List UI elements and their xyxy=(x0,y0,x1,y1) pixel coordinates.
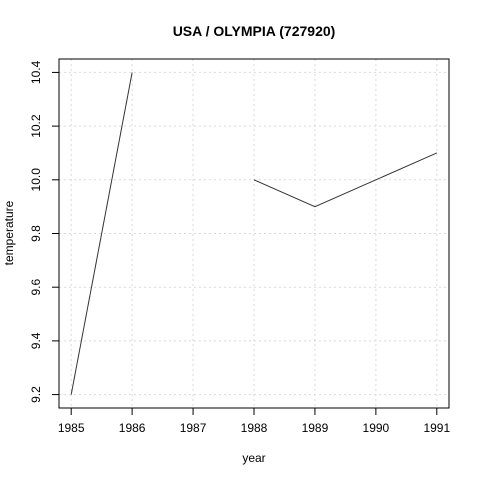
x-axis-label: year xyxy=(242,451,265,465)
y-tick-label: 10.4 xyxy=(29,60,43,84)
x-tick-label: 1986 xyxy=(119,421,146,435)
y-tick-label: 9.4 xyxy=(29,332,43,349)
x-tick-label: 1987 xyxy=(180,421,207,435)
x-tick-label: 1988 xyxy=(241,421,268,435)
series-layer xyxy=(70,72,438,395)
x-axis: 1985 1986 1987 1988 1989 1990 1991 xyxy=(58,408,450,435)
y-axis-label: temperature xyxy=(2,200,16,265)
y-tick-label: 10.0 xyxy=(29,168,43,192)
x-tick-label: 1991 xyxy=(423,421,450,435)
y-axis: 9.2 9.4 9.6 9.8 10.0 10.2 10.4 xyxy=(29,60,59,403)
y-tick-label: 10.2 xyxy=(29,114,43,138)
chart-title: USA / OLYMPIA (727920) xyxy=(173,23,336,39)
x-tick-label: 1989 xyxy=(302,421,329,435)
series-line-segment xyxy=(70,72,133,395)
x-tick-label: 1990 xyxy=(363,421,390,435)
grid xyxy=(59,59,449,408)
y-tick-label: 9.2 xyxy=(29,386,43,403)
y-tick-label: 9.8 xyxy=(29,225,43,242)
y-tick-label: 9.6 xyxy=(29,279,43,296)
series-line-segment xyxy=(253,152,438,208)
x-tick-label: 1985 xyxy=(58,421,85,435)
